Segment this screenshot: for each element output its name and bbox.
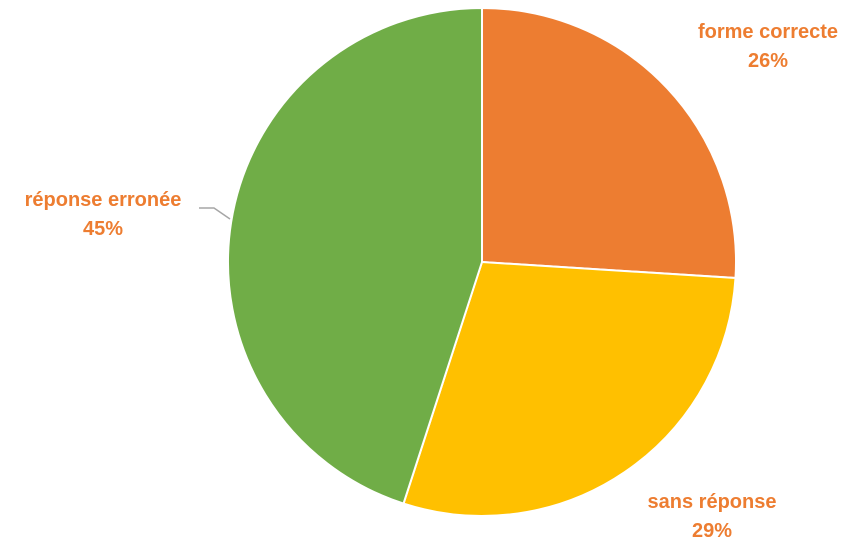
pie-slice-sans-reponse bbox=[402, 260, 737, 518]
pie-slice-forme-correcte bbox=[481, 6, 737, 280]
data-label-sans-reponse: sans réponse 29% bbox=[648, 491, 777, 542]
pie-slices bbox=[227, 6, 737, 518]
pie-labels: forme correcte 26% sans réponse 29% réponse … bbox=[25, 21, 838, 542]
data-label-forme-correcte: forme correcte 26% bbox=[698, 21, 838, 72]
pie-slice-reponse-erronee bbox=[227, 6, 483, 505]
data-label-reponse-erronee: réponse erronée 45% bbox=[25, 189, 182, 240]
leader-line bbox=[199, 207, 231, 220]
